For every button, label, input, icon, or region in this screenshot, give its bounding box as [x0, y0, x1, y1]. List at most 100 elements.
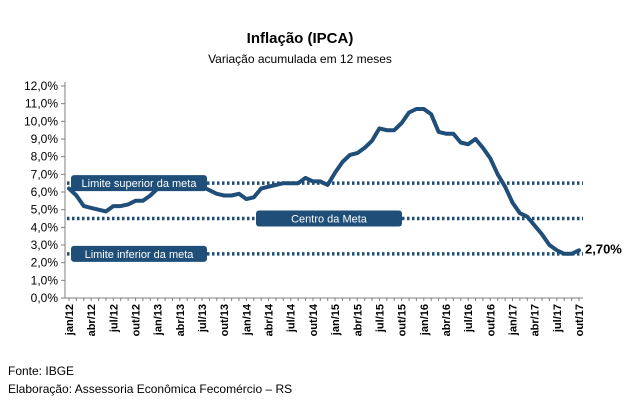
y-tick-label: 7,0%	[31, 167, 59, 181]
data-point	[223, 194, 226, 197]
data-point	[208, 189, 211, 192]
data-point	[563, 253, 566, 255]
x-tick-label: jan/13	[153, 304, 165, 336]
x-tick-label: jan/15	[330, 304, 342, 336]
data-point	[275, 184, 277, 186]
y-tick-label: 12,0%	[24, 79, 58, 93]
x-tick-label: abr/13	[175, 304, 187, 336]
data-point	[541, 233, 543, 236]
data-point	[459, 141, 462, 144]
data-point	[482, 147, 484, 149]
x-tick-label: jul/12	[108, 304, 120, 333]
data-point	[570, 253, 573, 255]
reference-label: Centro da Meta	[291, 214, 368, 226]
y-tick-label: 2,0%	[31, 256, 59, 270]
data-point	[90, 207, 92, 209]
reference-labels: Limite superior da meta Centro da Meta Lim…	[71, 175, 402, 262]
x-tick-label: out/15	[397, 304, 409, 336]
data-point	[533, 224, 536, 227]
x-tick-label: jan/16	[419, 304, 431, 336]
data-point	[334, 171, 336, 174]
data-point	[363, 147, 366, 149]
data-point	[127, 203, 129, 206]
x-tick-label: jul/16	[463, 304, 475, 333]
data-point	[437, 131, 440, 133]
x-tick-label: jan/14	[241, 303, 253, 336]
y-tick-label: 10,0%	[24, 114, 58, 128]
x-tick-label: out/16	[485, 304, 497, 336]
data-point	[112, 205, 115, 207]
data-point	[282, 182, 285, 184]
data-point	[82, 205, 85, 207]
series-line-inflation	[67, 107, 581, 256]
y-tick-label: 9,0%	[31, 132, 59, 146]
data-point	[356, 152, 359, 154]
data-point	[474, 138, 477, 140]
last-value-label: 2,70%	[585, 241, 622, 256]
x-tick-label: abr/14	[264, 303, 276, 336]
data-point	[134, 200, 137, 202]
x-tick-label: jan/12	[64, 304, 76, 336]
data-point	[312, 180, 314, 183]
source-note: Fonte: IBGE	[8, 364, 75, 378]
data-point	[260, 187, 262, 190]
data-point	[326, 184, 329, 186]
y-tick-label: 8,0%	[31, 150, 59, 164]
data-point	[105, 210, 107, 213]
x-tick-label: abr/12	[86, 304, 98, 336]
data-point	[430, 113, 432, 116]
data-point	[526, 215, 529, 218]
data-point	[386, 129, 388, 131]
data-point	[238, 192, 240, 195]
y-tick-label: 3,0%	[31, 238, 59, 252]
data-point	[119, 205, 122, 207]
x-tick-label: out/14	[308, 303, 320, 336]
data-point	[149, 194, 152, 197]
data-point	[496, 173, 499, 176]
data-point	[267, 185, 270, 188]
data-point	[297, 182, 299, 184]
data-point	[511, 201, 514, 204]
data-point	[504, 185, 506, 188]
data-point	[408, 111, 410, 114]
data-point	[349, 154, 351, 156]
data-point	[97, 208, 100, 211]
reference-label: Limite superior da meta	[82, 178, 198, 190]
data-point	[489, 157, 492, 160]
x-tick-label: out/12	[131, 304, 143, 336]
data-point	[216, 192, 218, 195]
data-point	[252, 196, 255, 199]
y-tick-label: 6,0%	[31, 185, 59, 199]
data-point	[548, 244, 551, 246]
data-point	[445, 132, 447, 135]
chart-title: Inflação (IPCA)	[247, 30, 354, 47]
x-tick-label: abr/16	[441, 304, 453, 336]
data-point	[400, 122, 403, 124]
credit-note: Elaboração: Assessoria Econômica Fecomér…	[8, 382, 293, 396]
x-tick-label: jul/17	[552, 304, 564, 333]
x-tick-label: jul/13	[197, 304, 209, 333]
reference-label: Limite inferior da meta	[85, 249, 195, 261]
y-tick-label: 1,0%	[31, 273, 59, 287]
y-tick-label: 5,0%	[31, 203, 59, 217]
data-point	[319, 180, 322, 183]
data-point	[578, 249, 580, 252]
data-point	[68, 187, 70, 190]
x-tick-label: jan/17	[507, 304, 519, 336]
x-tick-label: out/13	[219, 304, 231, 336]
reference-label-box	[256, 210, 402, 227]
y-tick-label: 0,0%	[31, 291, 59, 305]
x-tick-label: abr/15	[352, 304, 364, 336]
data-point	[452, 132, 455, 135]
chart-subtitle: Variação acumulada em 12 meses	[208, 52, 392, 66]
data-point	[289, 182, 292, 184]
y-tick-label: 11,0%	[25, 97, 58, 111]
data-point	[304, 177, 307, 179]
x-tick-label: jul/14	[286, 303, 298, 333]
reference-label-box	[71, 245, 207, 262]
data-point	[245, 198, 248, 200]
x-tick-label: abr/17	[530, 304, 542, 336]
data-point	[378, 127, 381, 130]
data-point	[371, 139, 373, 142]
